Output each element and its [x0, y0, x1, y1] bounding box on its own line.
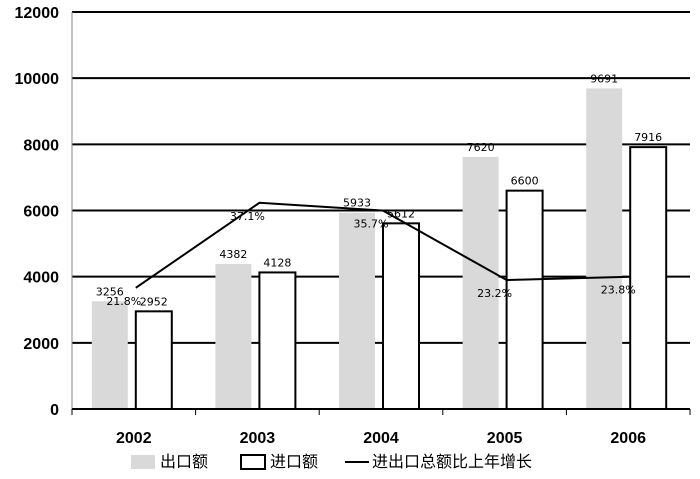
import-value-label: 5612: [387, 207, 415, 220]
export-value-label: 4382: [219, 248, 247, 261]
export-bar: [339, 212, 375, 409]
growth-value-label: 23.8%: [601, 284, 636, 297]
import-value-label: 6600: [511, 175, 539, 188]
growth-line: [135, 201, 631, 289]
import-bar: [629, 146, 668, 410]
bars: [91, 88, 668, 411]
y-tick-label: 10000: [15, 71, 60, 88]
legend-swatch-export: [131, 455, 155, 469]
y-tick-label: 2000: [23, 336, 59, 353]
legend: 出口额 进口额 进出口总额比上年增长: [131, 452, 532, 471]
legend-swatch-import: [240, 454, 266, 470]
export-bar: [586, 88, 623, 410]
y-tick-label: 6000: [23, 204, 59, 221]
y-tick-label: 4000: [23, 270, 59, 287]
y-tick-label: 8000: [23, 137, 59, 154]
export-value-label: 5933: [343, 197, 371, 210]
import-value-label: 7916: [634, 131, 662, 144]
x-tick-label: 2002: [116, 430, 152, 447]
x-tick-label: 2005: [487, 430, 523, 447]
export-value-label: 7620: [467, 141, 495, 154]
export-bar: [91, 301, 128, 409]
y-axis: 0 2000 4000 6000 8000 10000 12000: [15, 5, 73, 419]
legend-label-import: 进口额: [270, 452, 318, 471]
x-tick-label: 2003: [240, 430, 276, 447]
x-axis: 2002 2003 2004 2005 2006: [71, 408, 691, 447]
legend-label-growth: 进出口总额比上年增长: [372, 452, 532, 471]
export-bar: [215, 264, 252, 409]
growth-value-label: 23.2%: [477, 287, 512, 300]
export-value-label: 3256: [96, 285, 124, 298]
growth-value-label: 21.8%: [106, 295, 141, 308]
x-tick-label: 2004: [363, 430, 399, 447]
growth-value-label: 35.7%: [354, 218, 389, 231]
import-value-label: 4128: [263, 256, 291, 269]
growth-value-label: 37.1%: [230, 210, 265, 223]
y-tick-label: 0: [50, 402, 59, 419]
y-tick-label: 12000: [15, 5, 60, 22]
export-bar: [462, 156, 499, 409]
import-bar: [134, 310, 173, 411]
import-value-label: 2952: [140, 295, 168, 308]
x-tick-label: 2006: [610, 430, 646, 447]
import-bar: [382, 222, 420, 410]
export-value-label: 9691: [590, 72, 618, 85]
import-bar: [258, 271, 297, 410]
legend-label-export: 出口额: [160, 452, 208, 471]
data-labels: 3256 2952 4382 4128 5933 5612 7620 6600 9691 7916…: [96, 72, 662, 308]
